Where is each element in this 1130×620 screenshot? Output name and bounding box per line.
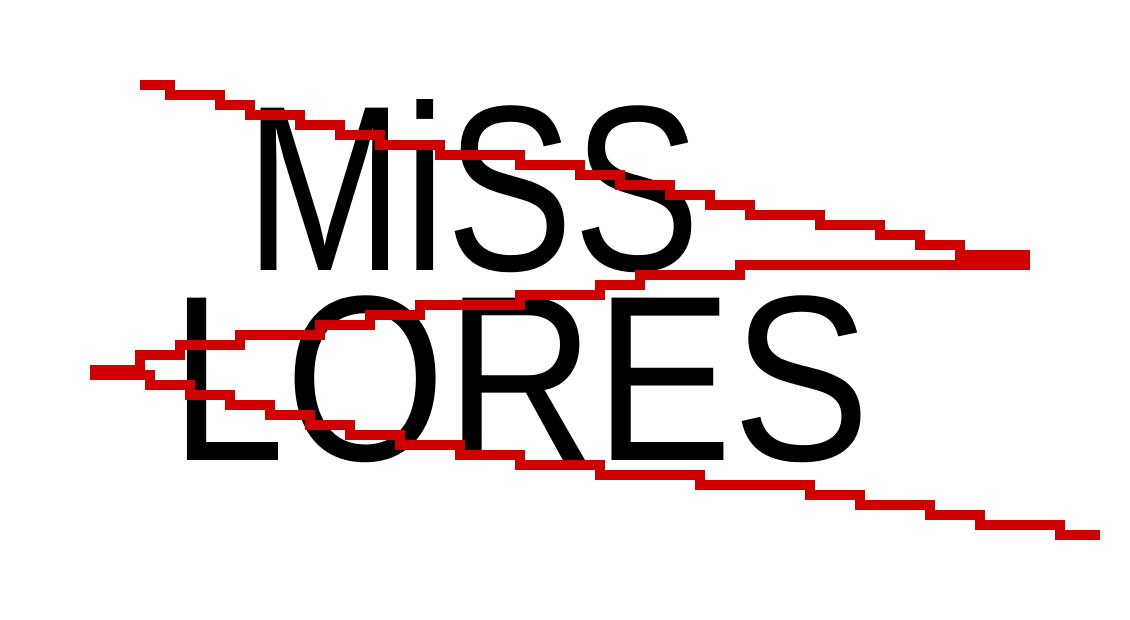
red-stripe xyxy=(140,80,1030,260)
red-stripe xyxy=(90,370,1100,540)
red-stripe xyxy=(90,260,1030,375)
logo-line-2: LORES xyxy=(170,247,870,511)
